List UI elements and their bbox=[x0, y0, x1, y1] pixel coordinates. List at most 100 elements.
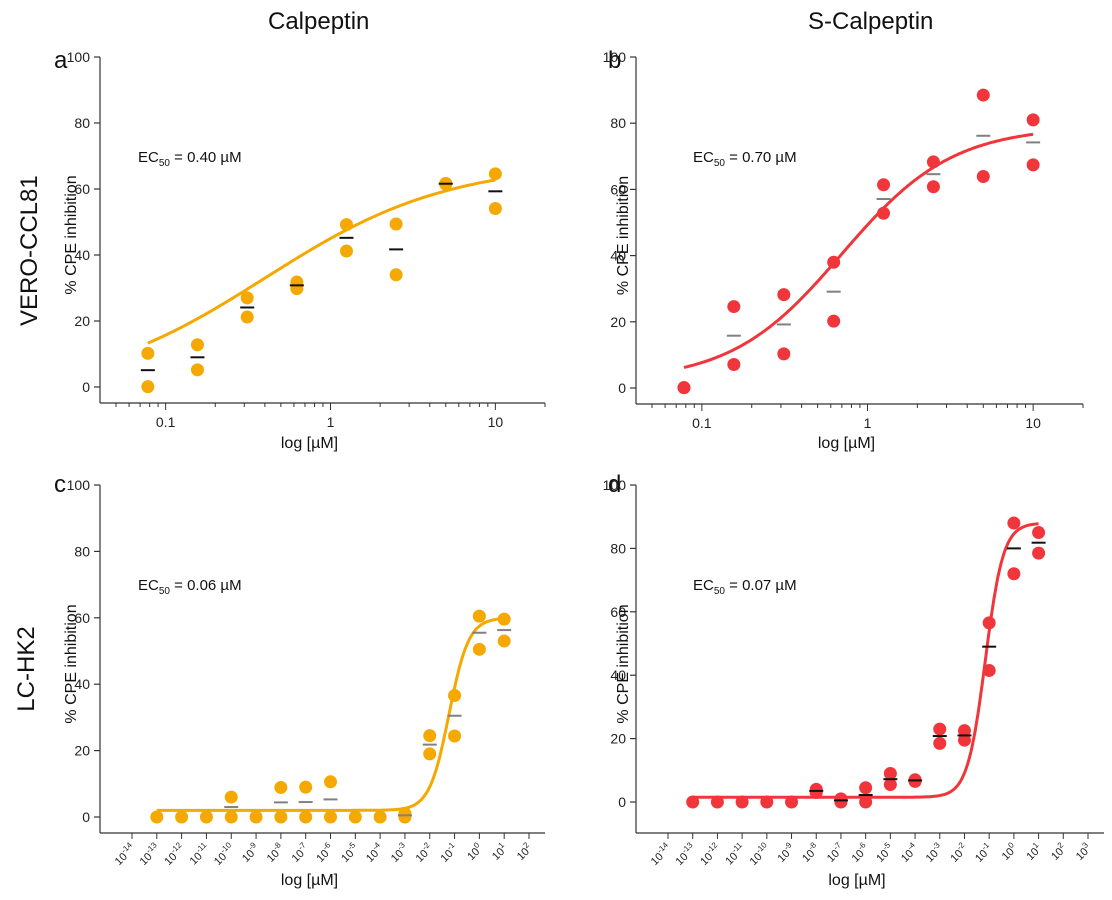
data-point bbox=[760, 795, 774, 809]
y-tick-label: 60 bbox=[610, 181, 626, 197]
x-tick-label: 102 bbox=[1047, 840, 1070, 863]
data-point bbox=[497, 612, 511, 626]
y-tick-label: 60 bbox=[74, 610, 90, 626]
data-point bbox=[677, 381, 691, 395]
data-point bbox=[1007, 516, 1021, 530]
fit-curve bbox=[147, 178, 496, 345]
x-tick-label: 100 bbox=[463, 840, 486, 863]
ec50-annotation: EC50 = 0.06 µM bbox=[138, 577, 242, 597]
x-axis-label: log [µM] bbox=[281, 435, 338, 452]
data-point bbox=[472, 609, 486, 623]
data-point bbox=[982, 616, 996, 630]
x-tick-label: 101 bbox=[488, 840, 511, 863]
y-tick-label: 0 bbox=[618, 380, 626, 396]
data-point bbox=[373, 810, 387, 824]
data-point bbox=[339, 244, 353, 258]
y-axis-label: % CPE inhibition bbox=[63, 175, 80, 294]
panel-b: b 0 20 40 60 80 100 % CPE inhibition 0.1 1 10 log [… bbox=[603, 47, 1084, 452]
x-tick-label: 10-8 bbox=[798, 840, 823, 865]
x-tick-label: 10-7 bbox=[823, 840, 848, 865]
y-tick-label: 100 bbox=[603, 477, 627, 493]
x-tick-label: 10-7 bbox=[288, 840, 313, 865]
data-point bbox=[777, 347, 791, 361]
data-point bbox=[809, 785, 823, 799]
data-point bbox=[290, 282, 304, 296]
data-point bbox=[224, 790, 238, 804]
data-point bbox=[957, 724, 971, 738]
x-tick-label: 10-14 bbox=[111, 840, 139, 868]
x-tick-label: 10-10 bbox=[210, 840, 238, 868]
data-point bbox=[727, 300, 741, 314]
x-tick-label: 10-6 bbox=[312, 840, 337, 865]
x-tick-label: 10-1 bbox=[971, 840, 996, 865]
data-point bbox=[727, 357, 741, 371]
ec50-annotation: EC50 = 0.07 µM bbox=[693, 577, 797, 597]
y-tick-label: 20 bbox=[610, 314, 626, 330]
y-tick-label: 20 bbox=[74, 743, 90, 759]
ec50-annotation: EC50 = 0.70 µM bbox=[693, 149, 797, 169]
y-tick-label: 100 bbox=[603, 49, 627, 65]
x-tick-label: 10-5 bbox=[337, 840, 362, 865]
x-tick-label: 10-2 bbox=[412, 840, 437, 865]
x-tick-label: 10 bbox=[488, 414, 504, 430]
x-tick-label: 102 bbox=[513, 840, 536, 863]
data-point bbox=[224, 810, 238, 824]
x-tick-label: 1 bbox=[327, 414, 335, 430]
x-tick-label: 10-14 bbox=[647, 840, 675, 868]
x-tick-label: 10-2 bbox=[946, 840, 971, 865]
data-point bbox=[274, 810, 288, 824]
x-tick-label: 10-11 bbox=[721, 840, 748, 867]
x-tick-label: 10-3 bbox=[922, 840, 947, 865]
data-point bbox=[249, 810, 263, 824]
x-tick-label: 1 bbox=[864, 415, 872, 431]
data-point bbox=[199, 810, 213, 824]
panel-letter: b bbox=[608, 47, 621, 74]
data-point bbox=[710, 795, 724, 809]
data-point bbox=[448, 688, 462, 702]
data-point bbox=[190, 338, 204, 352]
data-point bbox=[1026, 113, 1040, 127]
data-point bbox=[339, 218, 353, 232]
y-tick-label: 40 bbox=[610, 667, 626, 683]
data-point bbox=[686, 795, 700, 809]
data-point bbox=[1032, 546, 1046, 560]
x-tick-label: 101 bbox=[1022, 840, 1045, 863]
data-point bbox=[957, 733, 971, 747]
data-point bbox=[1026, 158, 1040, 172]
y-tick-label: 0 bbox=[82, 379, 90, 395]
data-point bbox=[982, 663, 996, 677]
data-point bbox=[827, 314, 841, 328]
y-axis-label: % CPE inhibition bbox=[615, 176, 632, 295]
data-point bbox=[785, 795, 799, 809]
x-tick-label: 10-13 bbox=[671, 840, 699, 868]
data-point bbox=[488, 167, 502, 181]
data-point bbox=[190, 363, 204, 377]
x-tick-label: 0.1 bbox=[156, 414, 176, 430]
x-tick-label: 10-9 bbox=[238, 840, 263, 865]
y-tick-label: 20 bbox=[74, 313, 90, 329]
fit-curve bbox=[156, 617, 505, 812]
x-tick-label: 10-9 bbox=[773, 840, 798, 865]
data-point bbox=[299, 810, 313, 824]
y-tick-label: 100 bbox=[67, 477, 91, 493]
data-point bbox=[933, 722, 947, 736]
data-point bbox=[472, 642, 486, 656]
data-point bbox=[150, 810, 164, 824]
x-axis-label: log [µM] bbox=[828, 872, 885, 889]
data-point bbox=[398, 810, 412, 824]
column-title-s-calpeptin: S-Calpeptin bbox=[808, 8, 934, 35]
y-tick-label: 40 bbox=[74, 247, 90, 263]
data-point bbox=[1007, 567, 1021, 581]
data-point bbox=[488, 201, 502, 215]
data-point bbox=[141, 346, 155, 360]
data-point bbox=[324, 810, 337, 824]
y-tick-label: 80 bbox=[74, 543, 90, 559]
data-point bbox=[299, 780, 313, 794]
x-tick-label: 10-12 bbox=[696, 840, 724, 868]
x-tick-label: 10-3 bbox=[387, 840, 412, 865]
data-point bbox=[1032, 526, 1046, 540]
